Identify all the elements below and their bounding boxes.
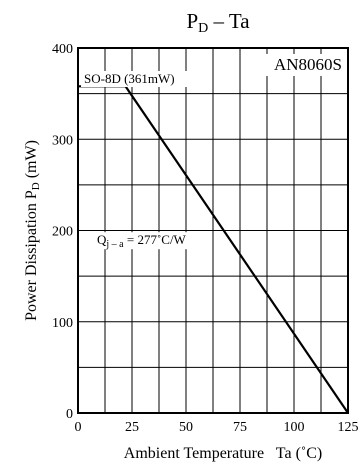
x-tick-label: 25 [125, 420, 139, 435]
y-tick-label: 0 [66, 407, 73, 422]
x-tick-labels: 0 25 50 75 100 125 [75, 420, 359, 435]
badge-box [248, 54, 342, 76]
thermal-subscript: j – a [105, 239, 124, 250]
chart-title: PD – Ta [186, 9, 250, 36]
thermal-resistance-label: Qj – a = 277˚C/W [97, 232, 187, 250]
y-tick-label: 300 [52, 133, 73, 148]
thermal-value: = 277˚C/W [124, 232, 187, 247]
y-tick-label: 400 [52, 42, 73, 57]
x-tick-label: 75 [233, 420, 247, 435]
thermal-label-background [94, 232, 212, 250]
series-label-background [81, 71, 203, 87]
y-axis-label-unit: (mW) [23, 140, 40, 182]
x-tick-label: 0 [75, 420, 82, 435]
x-tick-label: 50 [179, 420, 193, 435]
y-tick-label: 200 [52, 225, 73, 240]
x-tick-label: 100 [284, 420, 305, 435]
y-axis-label-main: Power Dissipation P [23, 190, 40, 321]
badge-label: AN8060S [274, 55, 342, 74]
series-label: SO-8D (361mW) [84, 71, 175, 86]
y-tick-labels: 0 100 200 300 400 [52, 42, 73, 422]
thermal-symbol: Q [97, 232, 107, 247]
chart-title-main: P [186, 9, 198, 33]
y-axis-label: Power Dissipation PD (mW) [23, 140, 42, 321]
plot-frame [77, 47, 349, 414]
chart-title-rest: – Ta [208, 9, 250, 33]
y-axis-label-subscript: D [30, 182, 42, 190]
y-tick-label: 100 [52, 316, 73, 331]
grid-lines [78, 48, 348, 413]
chart-title-subscript: D [198, 21, 208, 36]
x-tick-label: 125 [338, 420, 359, 435]
x-axis-label: Ambient Temperature Ta (˚C) [124, 445, 322, 462]
